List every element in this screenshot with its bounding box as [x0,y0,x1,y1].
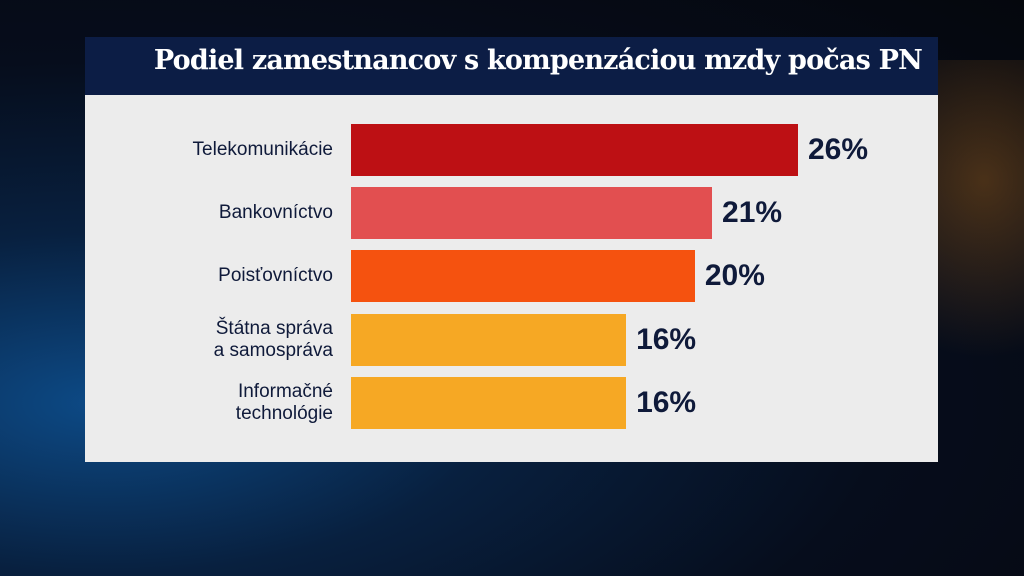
bar [351,314,627,366]
value-label: 16% [636,386,697,419]
chart-panel: Telekomunikácie 26% Bankovníctvo 21% Poisťov… [85,95,938,462]
bar [351,187,713,239]
value-label: 21% [722,196,783,229]
value-label: 20% [704,259,765,292]
value-label: 26% [808,133,869,166]
category-label: Poisťovníctvo [93,265,333,287]
category-label: Bankovníctvo [93,202,333,224]
category-label-line: Telekomunikácie [192,139,333,160]
category-label-line: Bankovníctvo [218,202,333,223]
category-label: Štátna správa a samospráva [93,318,333,362]
category-label-line: a samospráva [213,340,333,361]
category-label-line: Štátna správa [215,318,333,339]
category-label: Informačné technológie [93,381,333,425]
bar [351,250,695,302]
category-label-line: Informačné [237,381,333,402]
chart-title: Podiel zamestnancov s kompenzáciou mzdy … [153,45,923,76]
title-bar: Podiel zamestnancov s kompenzáciou mzdy … [85,37,938,95]
category-label-line: technológie [235,403,333,424]
category-label-line: Poisťovníctvo [218,265,333,286]
category-label: Telekomunikácie [93,139,333,161]
bar [351,124,798,176]
value-label: 16% [636,323,697,356]
bar [351,377,627,429]
